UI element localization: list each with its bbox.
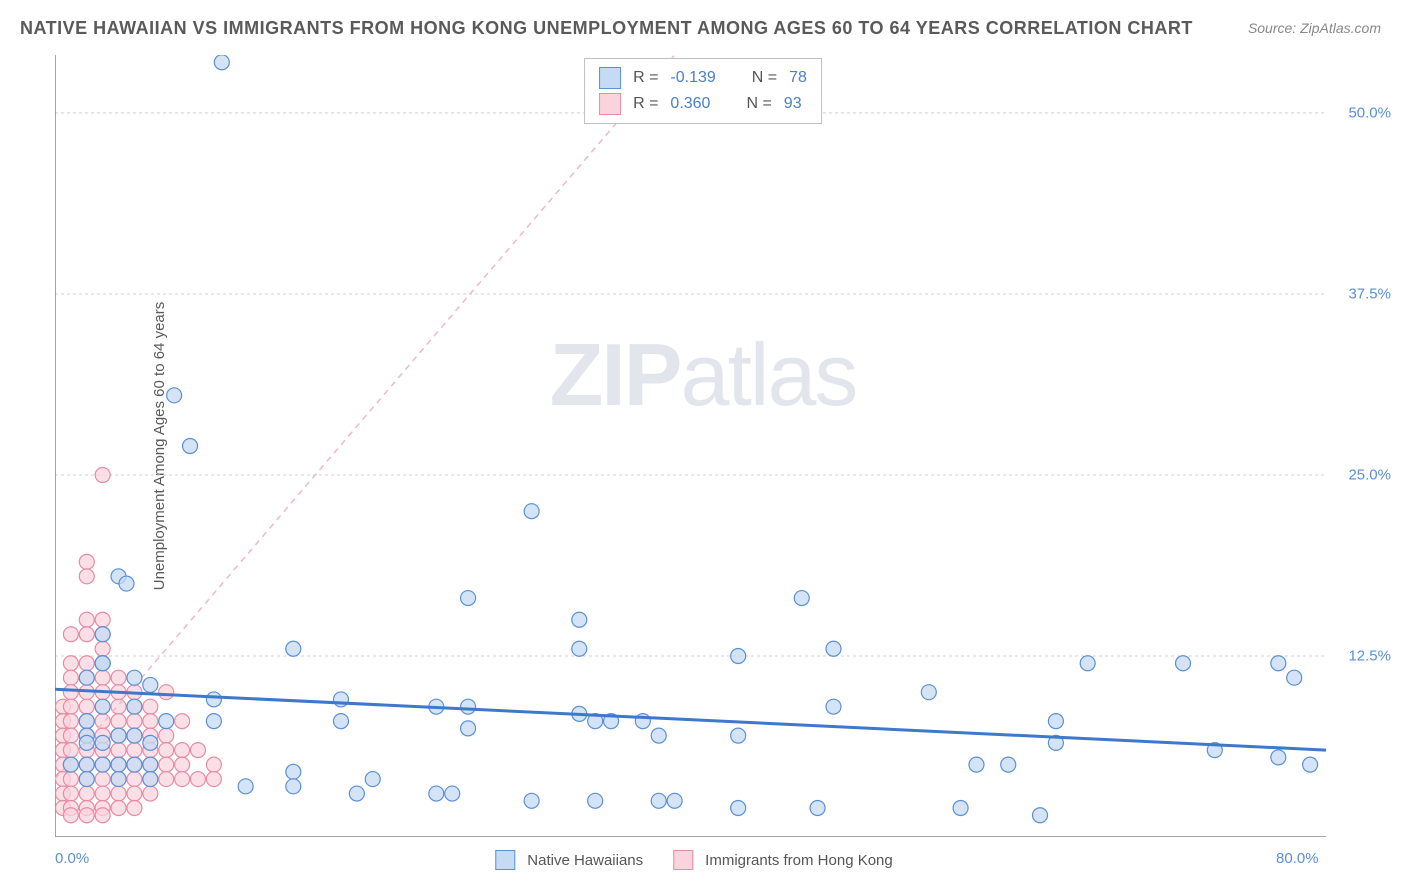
plot-area (55, 55, 1326, 837)
n-label: N = (752, 69, 777, 87)
r-value: -0.139 (670, 69, 715, 87)
legend-swatch (599, 93, 621, 115)
legend-swatch (495, 850, 515, 870)
legend-stats-box: R = -0.139 N = 78 R = 0.360 N = 93 (584, 58, 822, 124)
legend-series-label: Native Hawaiians (527, 852, 643, 869)
legend-stat-row: R = 0.360 N = 93 (599, 91, 807, 117)
y-tick-label: 12.5% (1348, 647, 1391, 664)
y-tick-label: 37.5% (1348, 285, 1391, 302)
y-tick-label: 50.0% (1348, 104, 1391, 121)
r-value: 0.360 (670, 95, 710, 113)
chart-container: NATIVE HAWAIIAN VS IMMIGRANTS FROM HONG … (0, 0, 1406, 892)
legend-swatch (673, 850, 693, 870)
n-value: 78 (789, 69, 807, 87)
y-tick-label: 25.0% (1348, 466, 1391, 483)
source-label: Source: ZipAtlas.com (1248, 20, 1381, 36)
n-label: N = (746, 95, 771, 113)
n-value: 93 (784, 95, 802, 113)
x-tick-label: 80.0% (1276, 850, 1319, 867)
legend-swatch (599, 67, 621, 89)
chart-title: NATIVE HAWAIIAN VS IMMIGRANTS FROM HONG … (20, 18, 1193, 39)
legend-bottom: Native Hawaiians Immigrants from Hong Kon… (495, 850, 910, 870)
legend-series-label: Immigrants from Hong Kong (705, 852, 893, 869)
r-label: R = (633, 69, 658, 87)
scatter-chart (55, 55, 1326, 837)
r-label: R = (633, 95, 658, 113)
legend-stat-row: R = -0.139 N = 78 (599, 65, 807, 91)
x-tick-label: 0.0% (55, 850, 89, 867)
